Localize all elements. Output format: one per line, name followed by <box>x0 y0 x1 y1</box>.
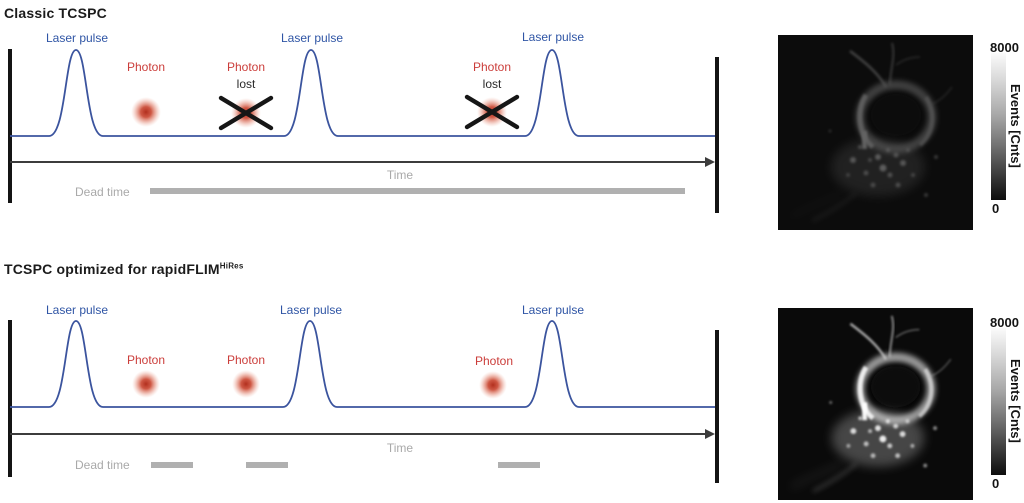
photon-lost-label: lost <box>482 77 502 91</box>
photon-lost-cross-icon <box>464 94 520 130</box>
events-colorbar <box>991 328 1006 475</box>
colorbar-min-label: 0 <box>992 476 1000 491</box>
laser-pulse-curve <box>10 320 715 408</box>
laser-pulse-label: Laser pulse <box>45 303 109 317</box>
laser-pulse-label: Laser pulse <box>521 303 585 317</box>
photon-lost-label: lost <box>236 77 256 91</box>
time-axis-arrowhead <box>705 429 715 439</box>
laser-pulse-label: Laser pulse <box>45 31 109 45</box>
colorbar-max-label: 8000 <box>990 40 1019 55</box>
classic-pulse-diagram <box>8 49 719 213</box>
right-boundary-bar <box>715 330 719 483</box>
rapidflim-title-main: TCSPC optimized for rapidFLIM <box>4 261 220 277</box>
rapidflim-panel-title: TCSPC optimized for rapidFLIMHiRes <box>4 261 243 277</box>
laser-pulse-label: Laser pulse <box>279 303 343 317</box>
photon-dot <box>479 371 507 399</box>
dead-time-label: Dead time <box>75 458 130 472</box>
dead-time-bar <box>151 462 193 468</box>
dead-time-label: Dead time <box>75 185 130 199</box>
events-colorbar <box>991 53 1006 200</box>
flim-cell-image-low-counts <box>778 35 973 230</box>
dead-time-bar <box>246 462 288 468</box>
left-boundary-bar <box>8 320 12 477</box>
colorbar-axis-label: Events [Cnts] <box>1008 359 1023 443</box>
photon-dot <box>132 370 160 398</box>
time-axis <box>10 157 715 167</box>
photon-lost-cross-icon <box>218 95 274 131</box>
photon-label: Photon <box>126 60 166 74</box>
photon-dot <box>232 370 260 398</box>
laser-pulse-curve <box>10 49 715 137</box>
photon-label: Photon <box>126 353 166 367</box>
photon-label: Photon <box>474 354 514 368</box>
colorbar-axis-label: Events [Cnts] <box>1008 84 1023 168</box>
classic-panel-title: Classic TCSPC <box>4 5 107 21</box>
right-boundary-bar <box>715 57 719 213</box>
colorbar-min-label: 0 <box>992 201 1000 216</box>
laser-pulse-label: Laser pulse <box>521 30 585 44</box>
laser-pulse-label: Laser pulse <box>280 31 344 45</box>
photon-label: Photon <box>226 353 266 367</box>
time-axis <box>10 429 715 439</box>
flim-cell-image-high-counts <box>778 308 973 500</box>
photon-label: Photon <box>226 60 266 74</box>
time-axis-label: Time <box>386 441 414 455</box>
time-axis-label: Time <box>386 168 414 182</box>
rapidflim-pulse-diagram <box>8 320 719 483</box>
dead-time-bar <box>150 188 685 194</box>
photon-dot <box>131 97 161 127</box>
time-axis-arrowhead <box>705 157 715 167</box>
rapidflim-title-superscript: HiRes <box>219 261 244 271</box>
left-boundary-bar <box>8 49 12 203</box>
dead-time-bar <box>498 462 540 468</box>
photon-label: Photon <box>472 60 512 74</box>
colorbar-max-label: 8000 <box>990 315 1019 330</box>
